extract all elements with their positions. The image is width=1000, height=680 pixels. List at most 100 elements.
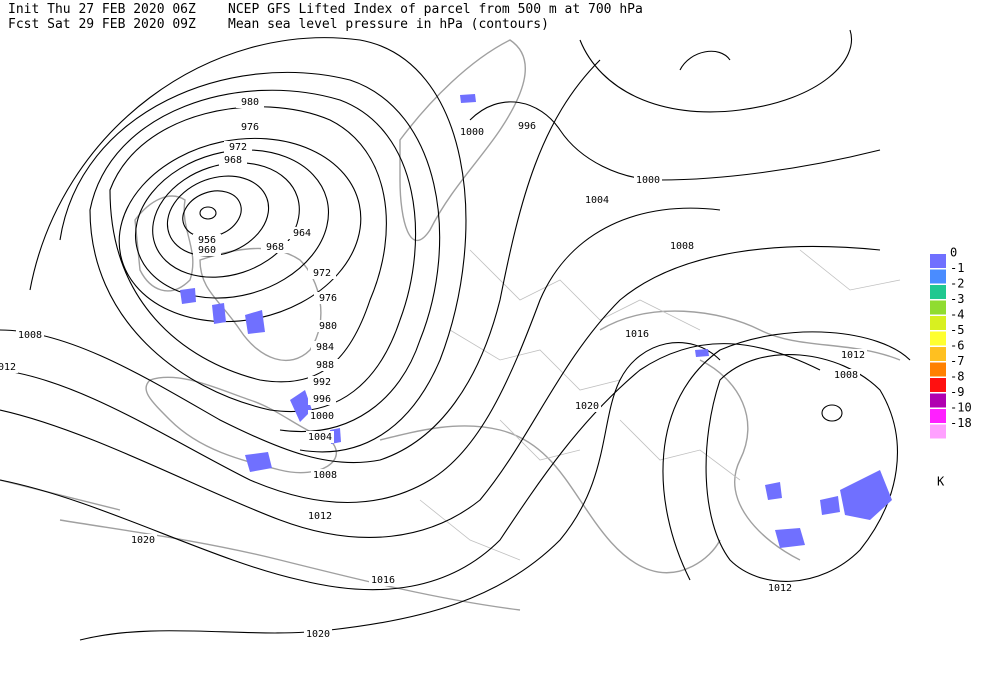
lifted-index-areas <box>180 94 892 548</box>
contour-label: 960 <box>198 245 216 256</box>
contour-label: 976 <box>319 293 337 304</box>
contour-label: 968 <box>266 242 284 253</box>
legend-swatch <box>930 316 946 330</box>
contour-label: 988 <box>316 360 334 371</box>
legend-label: -5 <box>950 323 964 337</box>
label-bg <box>193 244 221 256</box>
label-bg <box>129 534 157 546</box>
contour-label: 1012 <box>841 350 865 361</box>
legend-swatch <box>930 285 946 299</box>
label-bg <box>308 393 336 405</box>
contour-label: 1012 <box>0 362 16 373</box>
label-bg <box>288 227 316 239</box>
label-bg <box>311 341 339 353</box>
legend-swatch <box>930 347 946 361</box>
contour-label: 1012 <box>308 511 332 522</box>
legend-label: -4 <box>950 308 964 322</box>
label-bg <box>832 369 860 381</box>
label-bg <box>261 241 289 253</box>
contour-label: 1004 <box>585 195 609 206</box>
label-bg <box>634 174 662 186</box>
contour-label: 1000 <box>460 127 484 138</box>
legend-unit: K <box>937 475 945 489</box>
legend-label: -6 <box>950 339 964 353</box>
legend-swatch <box>930 269 946 284</box>
label-bg <box>306 431 334 443</box>
label-bg <box>219 154 247 166</box>
init-time: Init Thu 27 FEB 2020 06Z <box>8 2 196 17</box>
label-bg <box>314 292 342 304</box>
label-bg <box>311 469 339 481</box>
contour-label: 1004 <box>308 432 332 443</box>
map-subtitle: Mean sea level pressure in hPa (contours… <box>228 17 549 32</box>
label-bg <box>458 126 486 138</box>
label-bg <box>0 361 18 373</box>
legend-label: -2 <box>950 277 964 291</box>
legend-swatch <box>930 254 946 268</box>
contour-label: 1000 <box>636 175 660 186</box>
label-bg <box>314 320 342 332</box>
contour-label: 1008 <box>834 370 858 381</box>
label-bg <box>306 510 334 522</box>
legend-swatch <box>930 393 946 408</box>
contour-label: 996 <box>518 121 536 132</box>
legend-swatch <box>930 362 946 377</box>
label-bg <box>668 240 696 252</box>
contour-label: 972 <box>229 142 247 153</box>
label-bg <box>369 574 397 586</box>
legend: 0-1 -2-3 -4-5 -6-7 -8-9 -10-18 K <box>930 246 972 489</box>
label-bg <box>573 400 601 412</box>
contour-label: 1020 <box>131 535 155 546</box>
contour-label: 992 <box>313 377 331 388</box>
contour-label: 980 <box>319 321 337 332</box>
legend-swatch <box>930 424 946 439</box>
contour-label: 1008 <box>18 330 42 341</box>
contour-label: 980 <box>241 97 259 108</box>
label-bg <box>193 234 221 246</box>
contour-label: 956 <box>198 235 216 246</box>
legend-label: -18 <box>950 416 972 430</box>
label-bg <box>224 141 252 153</box>
contour-label: 1020 <box>575 401 599 412</box>
contour-label: 1020 <box>306 629 330 640</box>
label-bg <box>583 194 611 206</box>
legend-label: -10 <box>950 401 972 415</box>
label-bg <box>513 120 541 132</box>
isobars <box>0 29 911 641</box>
legend-label: -9 <box>950 385 964 399</box>
label-bg <box>236 96 264 108</box>
contour-label: 1016 <box>371 575 395 586</box>
legend-label: -8 <box>950 370 964 384</box>
contour-label: 968 <box>224 155 242 166</box>
label-bg <box>308 410 336 422</box>
contour-label: 1016 <box>625 329 649 340</box>
forecast-time: Fcst Sat 29 FEB 2020 09Z <box>8 17 196 32</box>
contour-label: 1008 <box>670 241 694 252</box>
label-bg <box>839 349 867 361</box>
legend-swatch <box>930 378 946 392</box>
coastlines <box>0 39 901 611</box>
label-bg <box>308 376 336 388</box>
contour-label: 972 <box>313 268 331 279</box>
contour-label: 996 <box>313 394 331 405</box>
contour-label: 984 <box>316 342 334 353</box>
legend-label: 0 <box>950 246 957 260</box>
legend-swatch <box>930 331 946 346</box>
label-bg <box>311 359 339 371</box>
label-bg <box>766 582 794 594</box>
contour-label: 1000 <box>310 411 334 422</box>
legend-label: -7 <box>950 354 964 368</box>
legend-swatch <box>930 300 946 315</box>
label-bg <box>623 328 651 340</box>
legend-label: -1 <box>950 261 964 275</box>
label-bg <box>236 121 264 133</box>
label-bg <box>16 329 44 341</box>
contour-label: 1008 <box>313 470 337 481</box>
legend-swatch <box>930 409 946 423</box>
contour-label: 964 <box>293 228 311 239</box>
legend-label: -3 <box>950 292 964 306</box>
contour-label: 976 <box>241 122 259 133</box>
map-title: NCEP GFS Lifted Index of parcel from 500… <box>228 2 643 17</box>
